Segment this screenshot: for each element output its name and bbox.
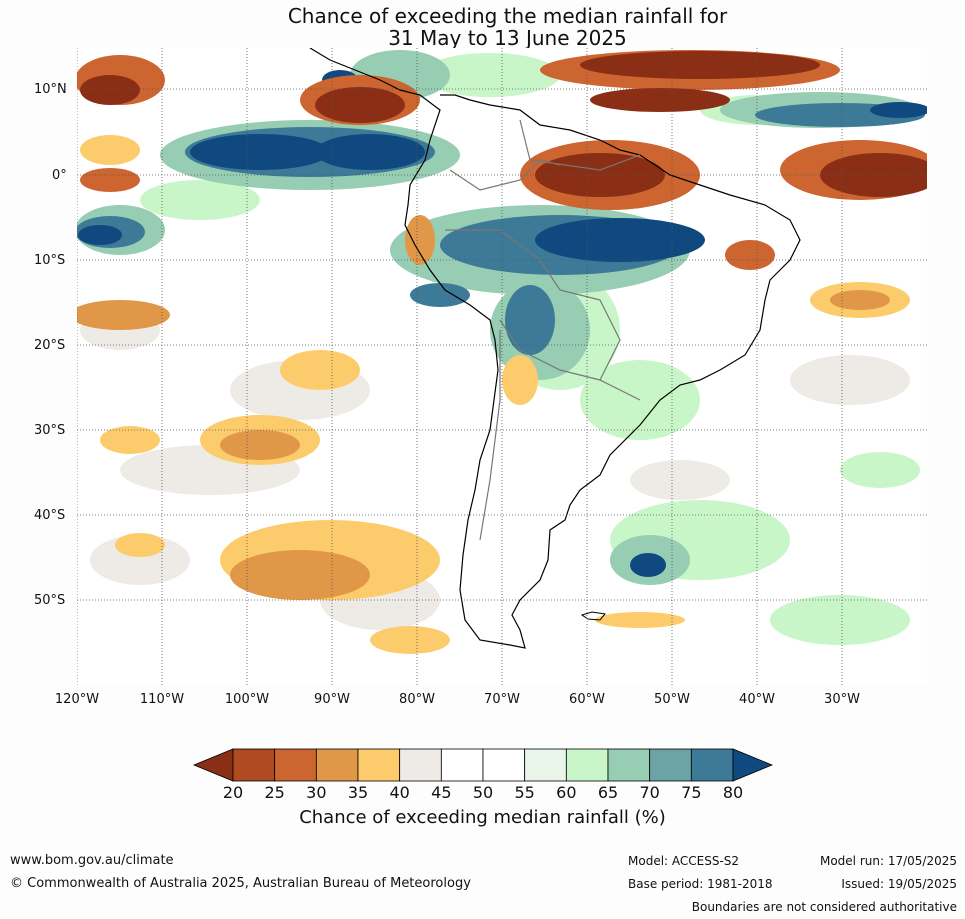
lon-label-50w: 50°W — [654, 692, 690, 707]
colorbar-cell — [524, 748, 567, 782]
colorbar-cell — [232, 748, 276, 782]
lon-label-40w: 40°W — [739, 692, 775, 707]
lat-label-10s: 10°S — [34, 253, 66, 268]
footer-disclaimer: Boundaries are not considered authoritat… — [691, 900, 957, 914]
colorbar-tick-label: 25 — [264, 783, 285, 802]
colorbar-tick-label: 80 — [722, 783, 744, 802]
colorbar-cell — [357, 748, 401, 782]
colorbar-cell — [649, 748, 692, 782]
lon-label-60w: 60°W — [569, 692, 605, 707]
colorbar-cell — [565, 748, 609, 782]
footer-model-run: Model run: 17/05/2025 — [819, 854, 957, 868]
map-title-line-2: 31 May to 13 June 2025 — [388, 26, 627, 50]
colorbar-tick-label: 35 — [347, 783, 369, 802]
orange-patches — [77, 215, 890, 600]
lat-label-0: 0° — [52, 168, 67, 183]
colorbar-tick-label: 65 — [597, 783, 619, 802]
map-title-line-1: Chance of exceeding the median rainfall … — [287, 4, 728, 28]
footer-issued: Issued: 19/05/2025 — [841, 877, 957, 891]
lat-label-30s: 30°S — [34, 423, 66, 438]
colorbar-tick-label: 75 — [681, 783, 702, 802]
colorbar-tick-label: 40 — [389, 783, 410, 802]
colorbar-cell — [440, 748, 484, 782]
footer-base-period: Base period: 1981-2018 — [628, 877, 773, 891]
lat-label-20s: 20°S — [34, 338, 66, 353]
lon-label-30w: 30°W — [824, 692, 860, 707]
lon-label-80w: 80°W — [399, 692, 435, 707]
dark-red-patches — [80, 51, 927, 197]
lat-label-40s: 40°S — [34, 508, 66, 523]
colorbar-cell — [607, 748, 651, 782]
colorbar-tick-label: 50 — [472, 783, 494, 802]
colorbar-extend-low — [192, 748, 234, 782]
lon-label-90w: 90°W — [314, 692, 350, 707]
colorbar-extend-high — [732, 748, 774, 782]
colorbar-tick-label: 55 — [514, 783, 535, 802]
colorbar-tick-label: 30 — [306, 783, 327, 802]
colorbar-tick-label: 45 — [431, 783, 452, 802]
colorbar-cell — [399, 748, 442, 782]
lon-label-100w: 100°W — [224, 692, 270, 707]
graticule — [77, 48, 927, 686]
colorbar-tick-label: 70 — [639, 783, 660, 802]
footer-url: www.bom.gov.au/climate — [10, 853, 174, 868]
footer-model: Model: ACCESS-S2 — [628, 854, 740, 868]
lon-label-110w: 110°W — [139, 692, 185, 707]
colorbar-tick-label: 20 — [222, 783, 244, 802]
colorbar-cell — [274, 748, 317, 782]
colorbar-cell — [315, 748, 359, 782]
coastline — [309, 48, 801, 649]
colorbar-cell — [690, 748, 734, 782]
footer-copyright: © Commonwealth of Australia 2025, Austra… — [10, 876, 471, 891]
lon-label-120w: 120°W — [54, 692, 100, 707]
colorbar-tick-label: 60 — [556, 783, 577, 802]
lat-label-50s: 50°S — [34, 593, 66, 608]
lat-label-10n: 10°N — [34, 82, 67, 97]
dark-blue-patches — [78, 70, 927, 577]
lon-label-70w: 70°W — [484, 692, 520, 707]
colorbar-label: Chance of exceeding median rainfall (%) — [299, 807, 666, 828]
colorbar-cell — [482, 748, 526, 782]
